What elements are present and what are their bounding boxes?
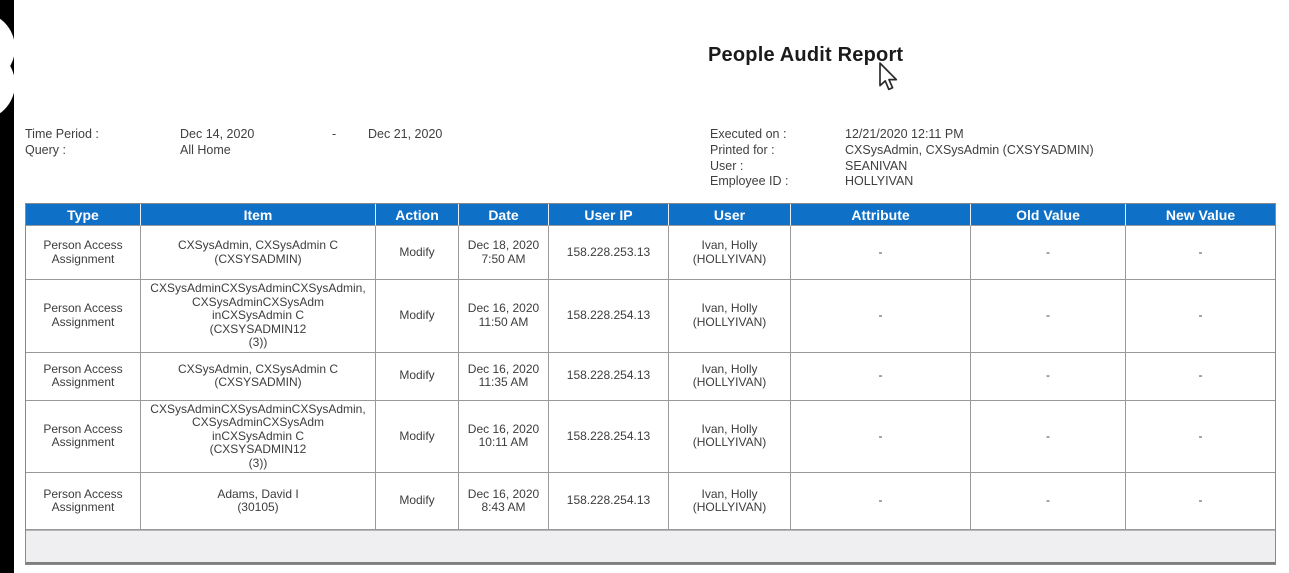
cell-old-value: - <box>971 280 1126 353</box>
table-header-row: Type Item Action Date User IP User Attri… <box>26 204 1275 226</box>
table-footer-bar <box>26 530 1275 564</box>
cell-user: Ivan, Holly (HOLLYIVAN) <box>669 400 791 473</box>
cell-date: Dec 18, 2020 7:50 AM <box>459 226 549 280</box>
cell-new-value: - <box>1126 401 1275 473</box>
cell-item: CXSysAdminCXSysAdminCXSysAdmin, CXSysAdm… <box>141 400 376 473</box>
cell-action: Modify <box>376 226 459 280</box>
column-header-old-value: Old Value <box>971 204 1126 226</box>
cell-old-value: - <box>971 226 1126 280</box>
cell-user: Ivan, Holly (HOLLYIVAN) <box>669 473 791 530</box>
cell-type: Person Access Assignment <box>26 352 141 401</box>
cell-attribute: - <box>791 400 971 473</box>
cell-date: Dec 16, 2020 11:35 AM <box>459 352 549 401</box>
cell-user: Ivan, Holly (HOLLYIVAN) <box>669 226 791 280</box>
printed-for-value: CXSysAdmin, CXSysAdmin (CXSYSADMIN) <box>845 142 1094 157</box>
cell-item: CXSysAdmin, CXSysAdmin C (CXSYSADMIN) <box>141 226 376 280</box>
cell-action: Modify <box>376 473 459 530</box>
cell-user: Ivan, Holly (HOLLYIVAN) <box>669 280 791 353</box>
cell-action: Modify <box>376 280 459 353</box>
cell-user-ip: 158.228.254.13 <box>549 473 669 530</box>
time-period-start-value: Dec 14, 2020 <box>180 127 255 141</box>
table-row: Person Access Assignment CXSysAdminCXSys… <box>26 280 1275 353</box>
report-parameters-left: Time Period : Dec 14, 2020 - Dec 21, 202… <box>25 127 520 159</box>
query-row: Query : All Home <box>25 143 520 159</box>
page-title: People Audit Report <box>708 44 904 66</box>
column-header-attribute: Attribute <box>791 204 971 226</box>
cell-user-ip: 158.228.253.13 <box>549 226 669 280</box>
cell-new-value: - <box>1126 280 1275 353</box>
mouse-cursor-icon <box>877 62 901 92</box>
cell-attribute: - <box>791 352 971 401</box>
executed-on-row: Executed on : 12/21/2020 12:11 PM <box>710 127 1094 143</box>
query-value: All Home <box>180 142 231 157</box>
cell-new-value: - <box>1126 226 1275 280</box>
cell-attribute: - <box>791 280 971 353</box>
cell-action: Modify <box>376 352 459 401</box>
cell-action: Modify <box>376 400 459 473</box>
executed-on-label: Executed on : <box>710 127 787 141</box>
time-period-separator: - <box>332 127 337 141</box>
cell-date: Dec 16, 2020 10:11 AM <box>459 400 549 473</box>
column-header-date: Date <box>459 204 549 226</box>
employee-id-value: HOLLYIVAN <box>845 174 914 189</box>
column-header-user-ip: User IP <box>549 204 669 226</box>
user-row: User : SEANIVAN <box>710 159 1094 175</box>
column-header-action: Action <box>376 204 459 226</box>
employee-id-row: Employee ID : HOLLYIVAN <box>710 174 1094 190</box>
cell-type: Person Access Assignment <box>26 280 141 353</box>
cell-item: Adams, David I (30105) <box>141 473 376 530</box>
audit-report-table: Type Item Action Date User IP User Attri… <box>25 203 1276 565</box>
printed-for-row: Printed for : CXSysAdmin, CXSysAdmin (CX… <box>710 143 1094 159</box>
cell-new-value: - <box>1126 353 1275 401</box>
report-parameters-right: Executed on : 12/21/2020 12:11 PM Printe… <box>710 127 1094 190</box>
table-row: Person Access Assignment CXSysAdmin, CXS… <box>26 352 1275 401</box>
cell-old-value: - <box>971 352 1126 401</box>
cell-item: CXSysAdminCXSysAdminCXSysAdmin, CXSysAdm… <box>141 280 376 353</box>
column-header-user: User <box>669 204 791 226</box>
column-header-new-value: New Value <box>1126 204 1275 226</box>
table-row: Person Access Assignment Adams, David I … <box>26 473 1275 530</box>
cell-old-value: - <box>971 473 1126 530</box>
query-label: Query : <box>25 142 66 157</box>
cell-user: Ivan, Holly (HOLLYIVAN) <box>669 352 791 401</box>
cell-date: Dec 16, 2020 8:43 AM <box>459 473 549 530</box>
column-header-item: Item <box>141 204 376 226</box>
cell-attribute: - <box>791 473 971 530</box>
cell-user-ip: 158.228.254.13 <box>549 400 669 473</box>
cell-type: Person Access Assignment <box>26 226 141 280</box>
cell-attribute: - <box>791 226 971 280</box>
executed-on-value: 12/21/2020 12:11 PM <box>845 127 964 141</box>
cell-type: Person Access Assignment <box>26 473 141 530</box>
table-footer-row <box>26 530 1275 564</box>
employee-id-label: Employee ID : <box>710 174 789 189</box>
time-period-end-value: Dec 21, 2020 <box>368 127 443 141</box>
cell-date: Dec 16, 2020 11:50 AM <box>459 280 549 353</box>
time-period-row: Time Period : Dec 14, 2020 - Dec 21, 202… <box>25 127 520 143</box>
column-header-type: Type <box>26 204 141 226</box>
time-period-label: Time Period : <box>25 127 99 141</box>
screen-left-edge-decoration <box>0 0 15 573</box>
cell-item: CXSysAdmin, CXSysAdmin C (CXSYSADMIN) <box>141 352 376 401</box>
table-row: Person Access Assignment CXSysAdmin, CXS… <box>26 226 1275 280</box>
cell-user-ip: 158.228.254.13 <box>549 280 669 353</box>
cell-type: Person Access Assignment <box>26 400 141 473</box>
cell-new-value: - <box>1126 473 1275 530</box>
user-value: SEANIVAN <box>845 158 908 173</box>
table-row: Person Access Assignment CXSysAdminCXSys… <box>26 400 1275 473</box>
printed-for-label: Printed for : <box>710 142 775 157</box>
user-label: User : <box>710 158 744 173</box>
cell-old-value: - <box>971 400 1126 473</box>
cell-user-ip: 158.228.254.13 <box>549 352 669 401</box>
